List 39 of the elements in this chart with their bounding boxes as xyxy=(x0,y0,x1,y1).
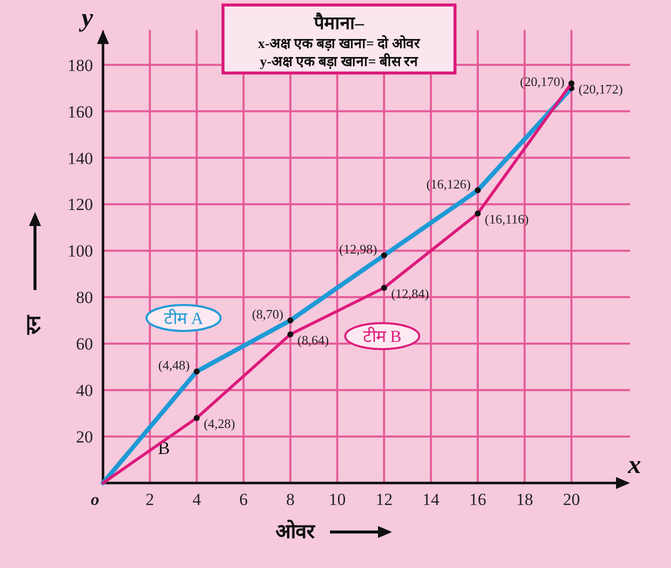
series-label: टीम B xyxy=(362,326,402,346)
x-tick-label: o xyxy=(90,490,100,509)
annotation: (12,98) xyxy=(339,241,378,256)
x-axis-title: ओवर xyxy=(276,519,316,543)
x-tick-label: 18 xyxy=(516,490,534,509)
x-tick-label: 8 xyxy=(286,490,295,509)
annotation: (16,116) xyxy=(484,212,529,227)
annotation: (12,84) xyxy=(391,286,429,301)
x-tick-label: 20 xyxy=(562,490,580,509)
annotation: (8,70) xyxy=(252,306,284,322)
y-tick-label: 180 xyxy=(68,56,93,75)
x-tick-label: 14 xyxy=(422,490,440,509)
text: y xyxy=(78,3,94,32)
annotation: (16,126) xyxy=(426,176,471,192)
annotation: x-अक्ष एक बड़ा खाना= दो ओवर xyxy=(258,35,422,52)
y-axis-title: रन xyxy=(23,314,45,336)
annotation: (20,172) xyxy=(578,81,623,96)
x-tick-label: 16 xyxy=(469,490,486,509)
x-tick-label: 12 xyxy=(376,490,393,509)
x-tick-label: 6 xyxy=(239,490,248,509)
x-tick-label: 2 xyxy=(146,490,154,509)
y-tick-label: 20 xyxy=(76,428,93,447)
x-tick-label: 10 xyxy=(328,490,346,509)
y-tick-label: 40 xyxy=(76,381,93,400)
x-tick-label: 4 xyxy=(192,490,202,509)
scale-box: पैमाना– x-अक्ष एक बड़ा खाना= दो ओवर y-अक्ष एक बड़ा खाना= बीस रन xyxy=(222,4,456,74)
annotation: y-अक्ष एक बड़ा खाना= बीस रन xyxy=(260,53,420,70)
y-tick-label: 60 xyxy=(76,334,93,354)
annotation: x xyxy=(627,450,641,479)
annotation: (8,64) xyxy=(297,332,329,348)
annotation: (4,28) xyxy=(204,416,236,431)
chart-title: पैमाना– xyxy=(313,12,365,33)
annotation: (20,170) xyxy=(520,74,564,90)
y-tick-label: 100 xyxy=(68,242,93,261)
y-tick-label: 160 xyxy=(68,102,93,122)
y-tick-label: 120 xyxy=(68,195,93,214)
y-tick-label: 140 xyxy=(68,148,93,168)
y-tick-label: 80 xyxy=(76,288,93,308)
annotation: (4,48) xyxy=(158,357,190,372)
